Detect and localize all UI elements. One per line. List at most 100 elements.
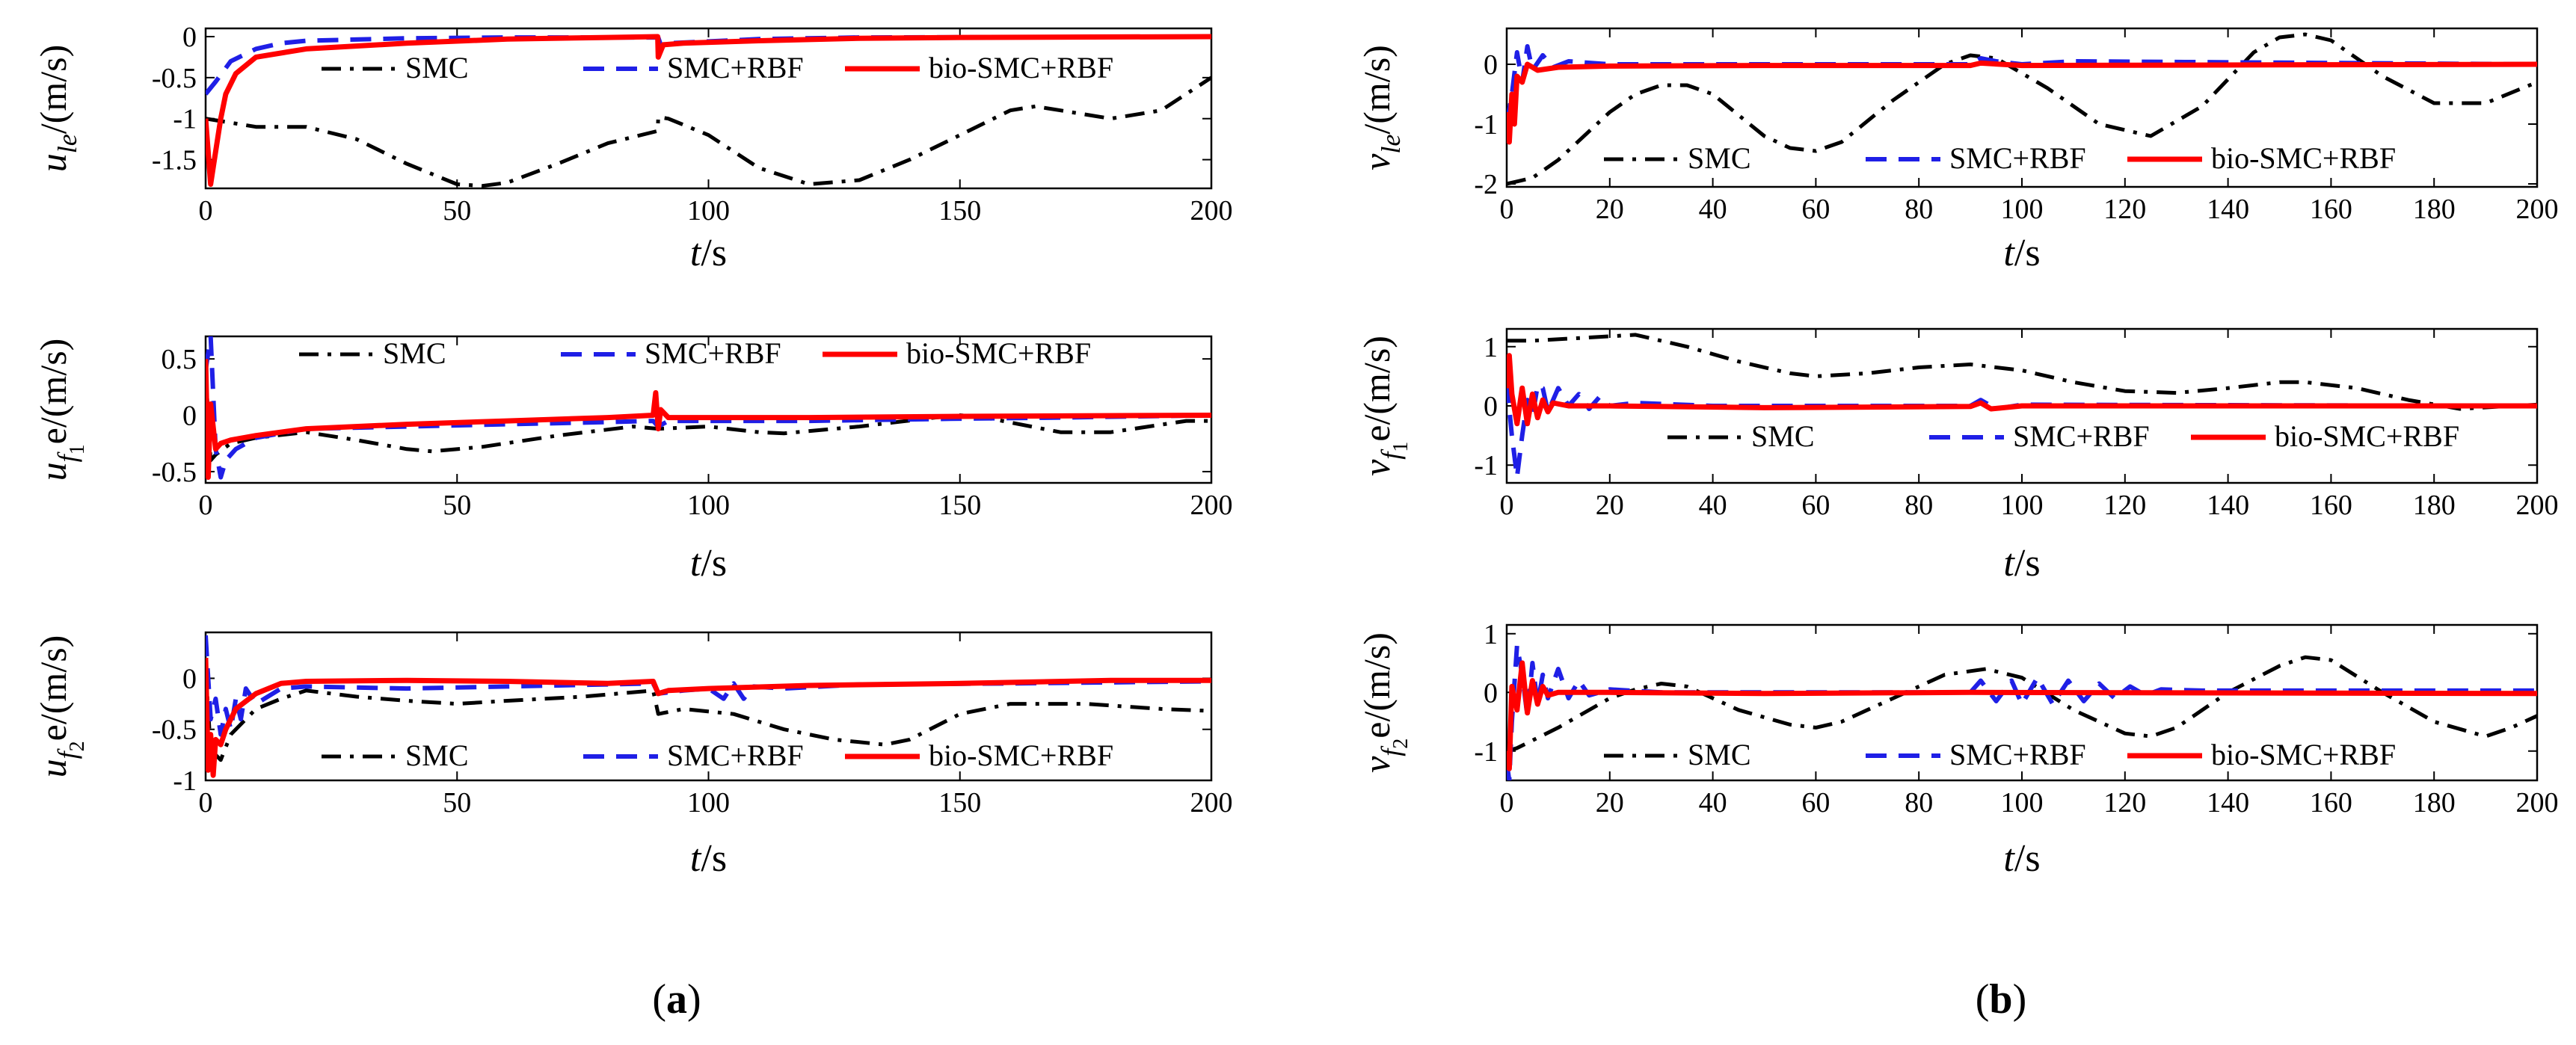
vf2e-series-smc: [1507, 655, 2537, 753]
uf2e-legend-label: SMC+RBF: [667, 739, 804, 772]
vf1e-x-tick-label: 40: [1699, 490, 1727, 521]
uf1e-y-tick-label: 0: [182, 401, 197, 432]
vle-x-tick-label: 40: [1699, 194, 1727, 225]
vle-x-axis-label: t/s: [2003, 232, 2040, 274]
vf1e-x-tick-label: 20: [1596, 490, 1624, 521]
uf2e-legend-label: bio-SMC+RBF: [929, 739, 1113, 772]
uf2e-legend: SMC SMC+RBF bio-SMC+RBF: [322, 739, 1113, 772]
uf2e-legend-label: SMC: [405, 739, 469, 772]
vf1e-x-tick-label: 160: [2310, 490, 2352, 521]
vf1e-x-tick-label: 60: [1801, 490, 1830, 521]
uf2e-x-tick-label: 150: [938, 787, 981, 819]
vf2e-x-tick-label: 20: [1596, 787, 1624, 819]
vf2e-legend-label: bio-SMC+RBF: [2211, 738, 2396, 771]
uf1e-x-tick-label: 50: [443, 490, 471, 521]
panel-label-b: (b): [1976, 976, 2026, 1023]
panel-label-a: (a): [652, 976, 701, 1023]
ule-series-smc: [206, 75, 1211, 188]
uf2e-x-tick-label: 200: [1190, 787, 1233, 819]
vle-legend: SMC SMC+RBF bio-SMC+RBF: [1604, 141, 2396, 175]
vf1e-x-tick-label: 200: [2516, 490, 2559, 521]
uf1e-x-axis-label: t/s: [690, 542, 727, 585]
vf1e-series-bio-smc-rbf: [1507, 353, 2537, 427]
vf2e-y-tick-label: 0: [1484, 677, 1498, 709]
vf2e-x-tick-label: 80: [1905, 787, 1933, 819]
ule-legend-label: bio-SMC+RBF: [929, 51, 1113, 84]
uf2e-series-bio-smc-rbf: [206, 658, 1211, 778]
uf1e-x-tick-label: 200: [1190, 490, 1233, 521]
vf1e-x-tick-label: 140: [2207, 490, 2249, 521]
vle-legend-label: SMC: [1688, 141, 1751, 175]
vf2e-legend: SMC SMC+RBF bio-SMC+RBF: [1604, 738, 2396, 771]
uf1e-legend-label: SMC+RBF: [645, 336, 781, 370]
vf1e-x-tick-label: 120: [2103, 490, 2146, 521]
ule-y-tick-label: -1.5: [152, 145, 197, 176]
vf2e-y-tick-label: -1: [1474, 736, 1498, 768]
uf2e-y-tick-label: -0.5: [152, 715, 197, 746]
vle-legend-label: bio-SMC+RBF: [2211, 141, 2396, 175]
ule-legend: SMC SMC+RBF bio-SMC+RBF: [322, 51, 1113, 84]
vf2e-y-axis-label: vf2e/(m/s): [1356, 632, 1413, 773]
vf2e-x-tick-label: 60: [1801, 787, 1830, 819]
vf2e-x-tick-label: 200: [2516, 787, 2559, 819]
ule-y-tick-label: -0.5: [152, 63, 197, 94]
vf2e-x-tick-label: 100: [2001, 787, 2044, 819]
ule-x-tick-label: 150: [938, 195, 981, 226]
vf1e-x-tick-label: 0: [1500, 490, 1514, 521]
ule-legend-label: SMC+RBF: [667, 51, 804, 84]
vf1e-x-tick-label: 180: [2413, 490, 2456, 521]
vf1e-legend-label: SMC+RBF: [2013, 419, 2150, 453]
vf1e-legend-label: bio-SMC+RBF: [2275, 419, 2459, 453]
chart-ule: 0 50 100 150 200 0 -0.5 -1 -1.5 SMC SMC+RBF bio-SMC…: [32, 22, 1233, 274]
vle-legend-label: SMC+RBF: [1949, 141, 2086, 175]
ule-x-axis-label: t/s: [690, 232, 727, 274]
vle-x-tick-label: 140: [2207, 194, 2249, 225]
uf2e-x-axis-label: t/s: [690, 837, 727, 880]
chart-uf2e: 0 50 100 150 200 0 -0.5 -1 SMC SMC+RBF bio-SMC+RBF…: [32, 631, 1233, 880]
vf2e-legend-label: SMC: [1688, 738, 1751, 771]
ule-x-tick-label: 100: [687, 195, 730, 226]
vf1e-y-tick-label: -1: [1474, 450, 1498, 481]
vf2e-x-tick-label: 180: [2413, 787, 2456, 819]
uf1e-series-bio-smc-rbf: [206, 359, 1211, 480]
vf2e-y-tick-label: 1: [1484, 619, 1498, 650]
vf1e-legend-label: SMC: [1751, 419, 1815, 453]
vf1e-legend: SMC SMC+RBF bio-SMC+RBF: [1667, 419, 2459, 453]
vle-series-smc-rbf: [1507, 44, 2537, 125]
vf2e-series-bio-smc-rbf: [1507, 660, 2537, 771]
vle-x-tick-label: 180: [2413, 194, 2456, 225]
uf1e-legend: SMC SMC+RBF bio-SMC+RBF: [299, 336, 1091, 370]
vle-x-tick-label: 160: [2310, 194, 2352, 225]
uf2e-y-axis-label: uf2e/(m/s): [32, 635, 89, 778]
vle-x-tick-label: 0: [1500, 194, 1514, 225]
vf1e-series-smc: [1507, 333, 2537, 411]
vle-y-tick-label: 0: [1484, 49, 1498, 81]
uf1e-y-tick-label: 0.5: [162, 344, 197, 375]
ule-y-axis-label: ule/(m/s): [32, 45, 82, 172]
uf2e-x-tick-label: 50: [443, 787, 471, 819]
uf1e-x-tick-label: 100: [687, 490, 730, 521]
uf2e-series-smc-rbf: [206, 635, 1211, 737]
vle-series-smc: [1507, 32, 2537, 186]
chart-vle: 0 20 40 60 80 100 120 140 160 180 200 0 -1 -2 SMC SMC+R…: [1356, 27, 2559, 274]
vle-x-tick-label: 200: [2516, 194, 2559, 225]
vf2e-legend-label: SMC+RBF: [1949, 738, 2086, 771]
vf1e-y-axis-label: vf1e/(m/s): [1356, 336, 1413, 476]
ule-legend-label: SMC: [405, 51, 469, 84]
vf2e-x-tick-label: 140: [2207, 787, 2249, 819]
vf1e-x-tick-label: 100: [2001, 490, 2044, 521]
uf1e-legend-label: SMC: [383, 336, 446, 370]
ule-series-bio-smc-rbf: [206, 34, 1211, 187]
vf1e-x-axis-label: t/s: [2003, 542, 2040, 585]
uf1e-x-tick-label: 0: [199, 490, 213, 521]
vle-x-tick-label: 60: [1801, 194, 1830, 225]
vle-x-tick-label: 80: [1905, 194, 1933, 225]
ule-x-tick-label: 200: [1190, 195, 1233, 226]
vf2e-x-tick-label: 120: [2103, 787, 2146, 819]
ule-x-tick-label: 50: [443, 195, 471, 226]
vf2e-x-tick-label: 0: [1500, 787, 1514, 819]
uf1e-legend-label: bio-SMC+RBF: [906, 336, 1091, 370]
